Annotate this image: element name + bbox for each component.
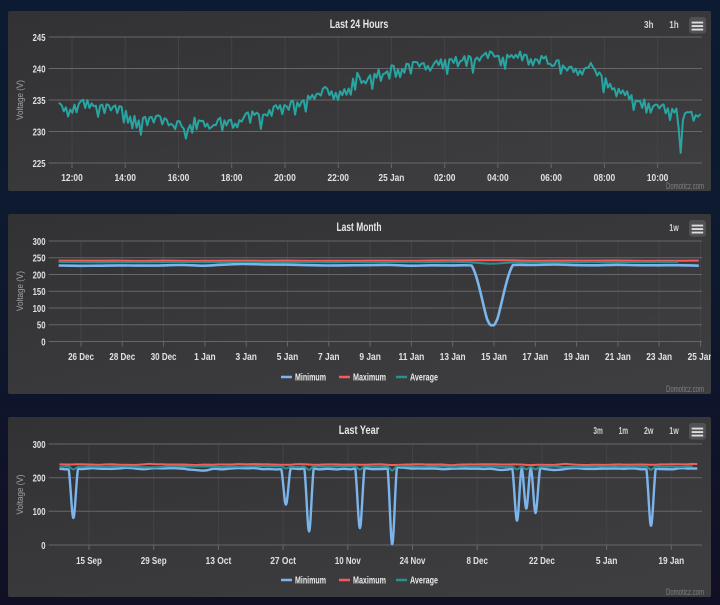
svg-text:0: 0 <box>41 540 45 552</box>
svg-text:Minimum: Minimum <box>295 575 326 587</box>
svg-text:08:00: 08:00 <box>594 172 616 184</box>
svg-text:11 Jan: 11 Jan <box>399 351 425 363</box>
svg-text:300: 300 <box>33 439 46 451</box>
svg-text:300: 300 <box>33 236 46 248</box>
svg-text:23 Jan: 23 Jan <box>646 351 672 363</box>
svg-text:Voltage (V): Voltage (V) <box>15 80 25 120</box>
svg-text:Maximum: Maximum <box>353 372 386 384</box>
svg-text:5 Jan: 5 Jan <box>596 555 618 567</box>
svg-text:235: 235 <box>33 95 46 107</box>
svg-text:17 Jan: 17 Jan <box>522 351 548 363</box>
svg-text:Maximum: Maximum <box>353 575 386 587</box>
svg-text:Voltage (V): Voltage (V) <box>15 475 25 515</box>
svg-text:28 Dec: 28 Dec <box>109 351 135 363</box>
svg-text:1m: 1m <box>619 425 629 437</box>
svg-text:10:00: 10:00 <box>647 172 669 184</box>
svg-text:8 Dec: 8 Dec <box>466 555 488 567</box>
svg-text:150: 150 <box>33 286 46 298</box>
svg-text:12:00: 12:00 <box>61 172 83 184</box>
svg-text:240: 240 <box>33 63 46 75</box>
svg-text:25 Jan: 25 Jan <box>379 172 405 184</box>
svg-text:02:00: 02:00 <box>434 172 456 184</box>
svg-text:Last 24 Hours: Last 24 Hours <box>330 19 389 31</box>
svg-text:Average: Average <box>410 372 438 384</box>
svg-text:21 Jan: 21 Jan <box>605 351 631 363</box>
svg-text:30 Dec: 30 Dec <box>151 351 177 363</box>
svg-text:230: 230 <box>33 126 46 138</box>
svg-text:9 Jan: 9 Jan <box>359 351 381 363</box>
svg-text:24 Nov: 24 Nov <box>400 555 426 567</box>
svg-text:0: 0 <box>41 336 45 348</box>
svg-text:1w: 1w <box>669 425 679 437</box>
svg-text:16:00: 16:00 <box>168 172 190 184</box>
svg-text:27 Oct: 27 Oct <box>270 555 296 567</box>
svg-text:3m: 3m <box>593 425 603 437</box>
svg-text:2w: 2w <box>644 425 654 437</box>
svg-text:15 Sep: 15 Sep <box>76 555 102 567</box>
svg-text:5 Jan: 5 Jan <box>277 351 299 363</box>
svg-text:06:00: 06:00 <box>540 172 562 184</box>
svg-text:100: 100 <box>33 303 46 315</box>
svg-text:100: 100 <box>33 506 46 518</box>
svg-text:200: 200 <box>33 473 46 485</box>
svg-text:245: 245 <box>33 32 46 44</box>
svg-text:225: 225 <box>33 158 46 170</box>
svg-text:18:00: 18:00 <box>221 172 243 184</box>
svg-text:20:00: 20:00 <box>274 172 296 184</box>
svg-text:13 Jan: 13 Jan <box>440 351 466 363</box>
svg-text:250: 250 <box>33 253 46 265</box>
svg-text:Voltage (V): Voltage (V) <box>15 271 25 311</box>
svg-text:19 Jan: 19 Jan <box>658 555 684 567</box>
svg-text:50: 50 <box>37 320 46 332</box>
svg-text:Last Year: Last Year <box>339 425 380 437</box>
svg-text:7 Jan: 7 Jan <box>318 351 340 363</box>
svg-text:13 Oct: 13 Oct <box>206 555 232 567</box>
svg-text:29 Sep: 29 Sep <box>141 555 167 567</box>
svg-text:04:00: 04:00 <box>487 172 509 184</box>
svg-text:19 Jan: 19 Jan <box>564 351 590 363</box>
svg-text:3h: 3h <box>644 19 654 31</box>
svg-text:1w: 1w <box>669 222 679 234</box>
svg-text:Domoticz.com: Domoticz.com <box>666 181 704 191</box>
svg-text:22:00: 22:00 <box>327 172 349 184</box>
svg-text:Minimum: Minimum <box>295 372 326 384</box>
svg-text:14:00: 14:00 <box>114 172 136 184</box>
svg-text:3 Jan: 3 Jan <box>235 351 257 363</box>
svg-text:25 Jan: 25 Jan <box>688 351 711 363</box>
svg-text:1h: 1h <box>669 19 679 31</box>
svg-text:1 Jan: 1 Jan <box>194 351 216 363</box>
svg-text:10 Nov: 10 Nov <box>335 555 361 567</box>
svg-text:22 Dec: 22 Dec <box>529 555 555 567</box>
svg-text:Domoticz.com: Domoticz.com <box>666 384 704 394</box>
svg-text:200: 200 <box>33 269 46 281</box>
svg-text:Average: Average <box>410 575 438 587</box>
svg-text:Last Month: Last Month <box>337 222 382 234</box>
svg-text:15 Jan: 15 Jan <box>481 351 507 363</box>
svg-text:26 Dec: 26 Dec <box>68 351 94 363</box>
svg-text:Domoticz.com: Domoticz.com <box>666 587 704 597</box>
